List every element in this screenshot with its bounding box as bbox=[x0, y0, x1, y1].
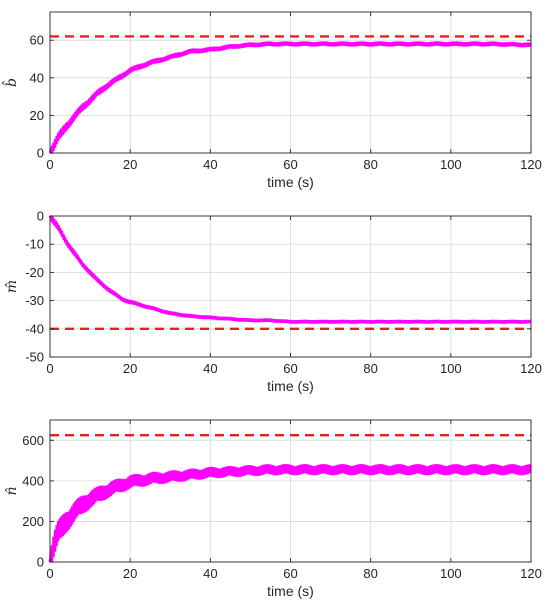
y-tick-label: -30 bbox=[25, 293, 44, 308]
x-tick-label: 80 bbox=[363, 566, 377, 581]
x-tick-label: 20 bbox=[123, 361, 137, 376]
ticks: 0 20 40 60 80 100 120 0 -10 -20 -30 -40 -50 bbox=[25, 209, 542, 377]
x-tick-label: 60 bbox=[283, 566, 297, 581]
x-tick-label: 100 bbox=[440, 566, 462, 581]
y-tick-label: 0 bbox=[37, 555, 44, 570]
series-layer bbox=[48, 35, 532, 154]
y-tick-label: 400 bbox=[22, 473, 44, 488]
series-layer bbox=[48, 434, 532, 563]
subplot-n-hat: 0 20 40 60 80 100 120 0 200 400 600 time (s) n̂ bbox=[4, 419, 542, 599]
x-axis-label: time (s) bbox=[267, 174, 314, 190]
x-tick-label: 20 bbox=[123, 157, 137, 172]
x-tick-label: 100 bbox=[440, 361, 462, 376]
series-layer bbox=[48, 215, 532, 330]
y-tick-label: -40 bbox=[25, 321, 44, 336]
subplot-m-hat: 0 20 40 60 80 100 120 0 -10 -20 -30 -40 -50 time (s)… bbox=[4, 209, 542, 395]
y-tick-label: 40 bbox=[30, 70, 44, 85]
x-tick-label: 80 bbox=[363, 361, 377, 376]
y-tick-label: 200 bbox=[22, 514, 44, 529]
y-axis-label: n̂ bbox=[4, 486, 20, 495]
y-tick-label: 20 bbox=[30, 108, 44, 123]
y-tick-label: -10 bbox=[25, 237, 44, 252]
subplot-b-hat: 0 20 40 60 80 100 120 0 20 40 60 time (s) b̂ bbox=[1, 11, 542, 190]
x-axis-label: time (s) bbox=[267, 378, 314, 394]
ticks: 0 20 40 60 80 100 120 0 200 400 600 bbox=[22, 420, 542, 581]
x-tick-label: 40 bbox=[203, 361, 217, 376]
x-tick-label: 0 bbox=[46, 157, 53, 172]
x-tick-label: 120 bbox=[520, 157, 542, 172]
estimate-line bbox=[48, 215, 531, 324]
ticks: 0 20 40 60 80 100 120 0 20 40 60 bbox=[30, 12, 542, 172]
y-axis-label: b̂ bbox=[1, 78, 20, 87]
y-axis-label: m̂ bbox=[4, 280, 20, 293]
x-tick-label: 60 bbox=[283, 361, 297, 376]
x-tick-label: 40 bbox=[203, 157, 217, 172]
y-tick-label: 0 bbox=[37, 146, 44, 161]
estimate-line bbox=[48, 42, 532, 154]
grid bbox=[49, 215, 532, 358]
x-tick-label: 60 bbox=[283, 157, 297, 172]
x-tick-label: 100 bbox=[440, 157, 462, 172]
y-tick-label: 0 bbox=[37, 209, 44, 224]
x-tick-label: 40 bbox=[203, 566, 217, 581]
estimate-line bbox=[48, 468, 531, 563]
x-tick-label: 0 bbox=[46, 361, 53, 376]
y-tick-label: -50 bbox=[25, 350, 44, 365]
x-tick-label: 120 bbox=[520, 361, 542, 376]
y-tick-label: -20 bbox=[25, 265, 44, 280]
x-tick-label: 20 bbox=[123, 566, 137, 581]
y-tick-label: 600 bbox=[22, 433, 44, 448]
x-axis-label: time (s) bbox=[267, 583, 314, 599]
x-tick-label: 120 bbox=[520, 566, 542, 581]
y-tick-label: 60 bbox=[30, 33, 44, 48]
x-tick-label: 80 bbox=[363, 157, 377, 172]
grid bbox=[49, 12, 532, 154]
x-tick-label: 0 bbox=[46, 566, 53, 581]
